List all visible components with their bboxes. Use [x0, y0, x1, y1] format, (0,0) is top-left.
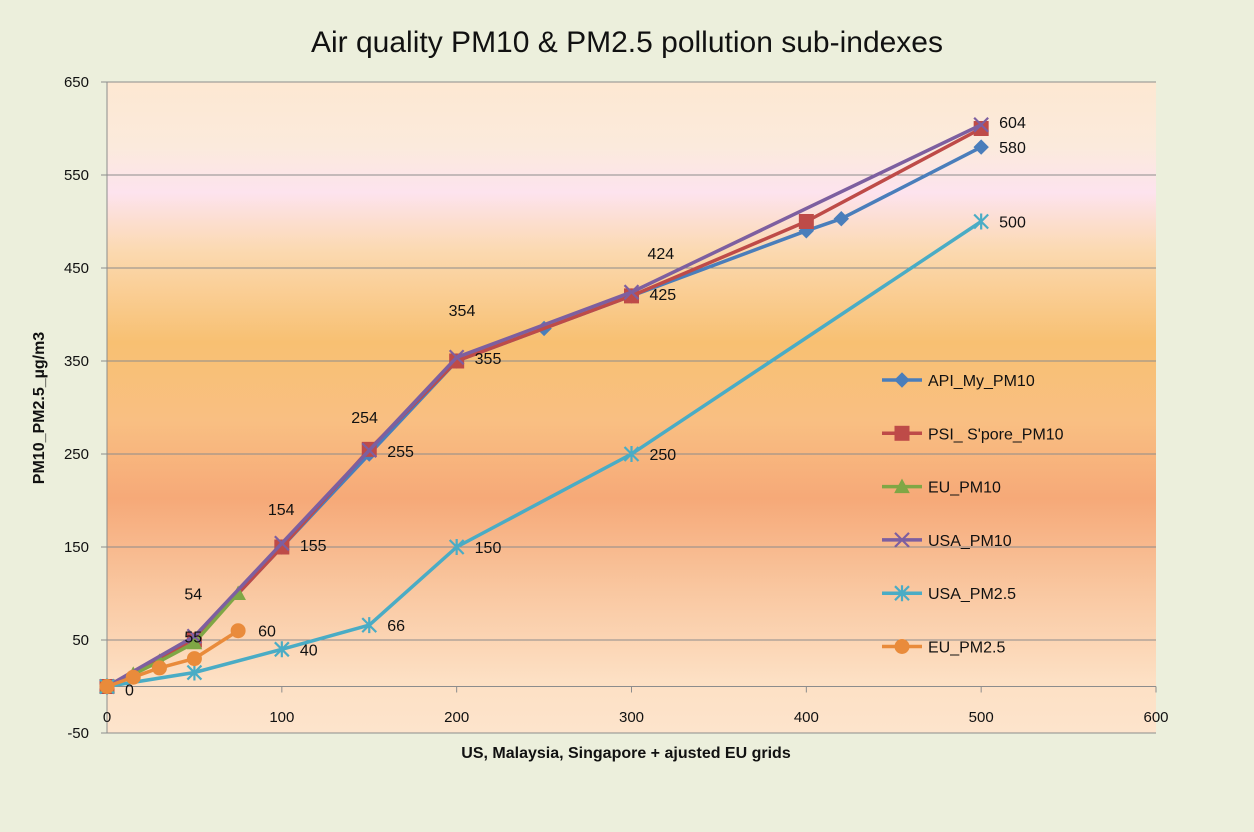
legend-label: USA_PM10	[928, 533, 1012, 550]
y-tick-label: 350	[64, 353, 89, 370]
legend-marker	[894, 639, 910, 654]
x-tick-label: 300	[619, 709, 644, 726]
data-label: 500	[999, 215, 1026, 232]
y-tick-label: 650	[64, 74, 89, 91]
legend-item: USA_PM2.5	[882, 585, 1016, 603]
legend-label: PSI_ S'pore_PM10	[928, 426, 1064, 443]
legend-marker	[894, 478, 910, 494]
data-label: 254	[351, 410, 378, 427]
data-label: 155	[300, 538, 327, 555]
plot-area	[107, 82, 1156, 733]
legend-label: API_My_PM10	[928, 373, 1035, 390]
x-tick-label: 100	[269, 709, 294, 726]
legend-label: EU_PM10	[928, 480, 1001, 497]
data-point-marker	[973, 117, 989, 133]
data-label: 604	[999, 115, 1026, 132]
data-label: 154	[268, 502, 295, 519]
data-point-marker	[186, 634, 203, 650]
legend-marker	[894, 532, 910, 548]
legend: API_My_PM10 PSI_ S'pore_PM10 EU_PM10 USA_PM…	[882, 372, 1064, 657]
x-tick-label: 0	[103, 709, 111, 726]
data-label: 55	[184, 629, 202, 646]
data-label: 425	[650, 287, 677, 304]
legend-label: EU_PM2.5	[928, 640, 1005, 657]
data-labels: 0 54 55 60 40 154 155 66 254 255 150 354 355 250 424 42…	[125, 115, 1026, 700]
data-label: 40	[300, 642, 318, 659]
y-tick-label: 150	[64, 539, 89, 556]
data-point-marker	[623, 446, 640, 462]
data-point-marker	[186, 651, 202, 667]
data-label: 150	[475, 540, 502, 557]
y-tick-label: -50	[67, 725, 89, 742]
y-axis-label: PM10_PM2.5_µg/m3	[31, 332, 48, 485]
data-label: 0	[125, 683, 134, 700]
x-tick-label: 400	[794, 709, 819, 726]
series-USA_PM2.5	[99, 213, 989, 695]
gridlines	[107, 81, 1156, 734]
data-point-marker	[186, 628, 203, 645]
legend-marker	[894, 372, 910, 388]
data-point-marker	[361, 442, 378, 459]
y-tick-label: 550	[64, 167, 89, 184]
data-label: 60	[258, 624, 276, 641]
data-point-marker	[623, 284, 640, 300]
data-label: 355	[475, 351, 502, 368]
data-point-marker	[99, 679, 115, 694]
legend-label: USA_PM2.5	[928, 586, 1016, 603]
legend-item: EU_PM10	[882, 478, 1001, 497]
data-point-marker	[151, 660, 167, 676]
y-tick-label: 250	[64, 446, 89, 463]
x-axis-label: US, Malaysia, Singapore + ajusted EU gri…	[461, 745, 791, 762]
data-label: 54	[184, 586, 202, 603]
data-point-marker	[361, 617, 378, 634]
legend-item: USA_PM10	[882, 532, 1012, 550]
data-label: 580	[999, 140, 1026, 157]
data-label: 66	[387, 618, 405, 635]
series-EU_PM2.5	[99, 623, 246, 694]
legend-marker	[894, 425, 910, 441]
legend-item: EU_PM2.5	[882, 639, 1005, 657]
y-tick-label: 50	[72, 632, 89, 649]
data-point-marker	[274, 539, 290, 555]
x-tick-label: 200	[444, 709, 469, 726]
data-point-marker	[274, 535, 290, 552]
data-point-marker	[973, 213, 989, 230]
data-label: 255	[387, 444, 414, 461]
legend-item: PSI_ S'pore_PM10	[882, 425, 1064, 443]
data-point-marker	[230, 623, 246, 639]
data-label: 250	[650, 447, 677, 464]
data-point-marker	[186, 664, 203, 681]
data-point-marker	[448, 539, 465, 555]
data-point-marker	[448, 349, 465, 366]
legend-item: API_My_PM10	[882, 372, 1035, 390]
data-point-marker	[274, 641, 290, 658]
x-tick-label: 600	[1143, 709, 1168, 726]
series-layer	[99, 117, 989, 695]
data-label: 354	[449, 303, 476, 320]
x-tick-label: 500	[969, 709, 994, 726]
data-point-marker	[125, 669, 141, 685]
data-point-marker	[798, 214, 814, 229]
legend-marker	[894, 585, 910, 602]
data-point-marker	[973, 139, 989, 155]
chart-title: Air quality PM10 & PM2.5 pollution sub-i…	[311, 26, 943, 59]
y-tick-label: 450	[64, 260, 89, 277]
data-label: 424	[648, 246, 675, 263]
data-point-marker	[833, 211, 850, 227]
